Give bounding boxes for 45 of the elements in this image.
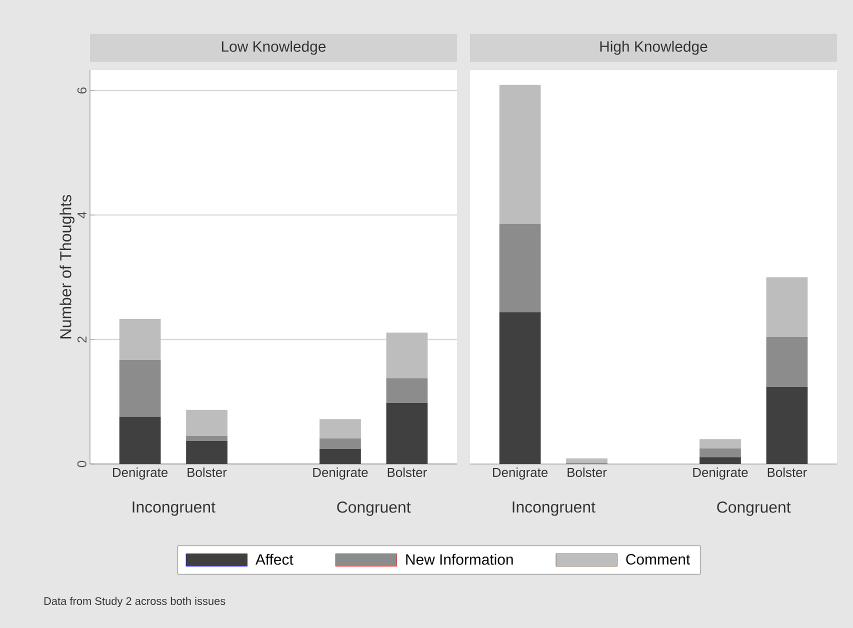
legend-label: Affect: [255, 554, 294, 565]
text: Congruent: [337, 502, 411, 516]
bar: [700, 457, 741, 464]
bar: [320, 449, 361, 464]
x-tick-label: Denigrate: [313, 468, 368, 480]
bar: [186, 436, 228, 441]
chart-title: Low Knowledge: [222, 40, 326, 55]
y-axis-title: Number of Thoughts: [60, 194, 74, 338]
bar: [766, 277, 808, 338]
x-tick-label: Denigrate: [113, 468, 168, 480]
text: Incongruent: [132, 502, 216, 516]
x-tick-label: Denigrate: [493, 468, 548, 480]
bar: [566, 458, 608, 463]
x-tick-label: Bolster: [568, 468, 607, 478]
bar: [119, 416, 161, 464]
bar: [766, 386, 808, 464]
bar: [119, 360, 161, 417]
x-tick-label: Bolster: [768, 468, 807, 478]
x-tick-label: Denigrate: [693, 468, 748, 480]
text: Incongruent: [512, 502, 596, 516]
bar: [320, 438, 361, 450]
legend-label: New Information: [406, 554, 513, 565]
bar: [700, 448, 741, 458]
text: Data from Study 2 across both issues: [44, 596, 226, 608]
bar: [186, 440, 228, 464]
x-tick-label: Bolster: [188, 468, 227, 478]
bar: [386, 378, 428, 403]
text: Congruent: [717, 502, 791, 516]
bar: [499, 224, 541, 312]
bar: [700, 439, 741, 448]
bar: [320, 419, 361, 438]
bar: [499, 84, 541, 224]
legend-label: Comment: [626, 554, 690, 565]
bar: [386, 403, 428, 464]
y-tick-label: 2: [77, 336, 86, 342]
x-tick-label: Bolster: [388, 468, 427, 478]
y-tick-label: 6: [77, 87, 86, 94]
bar: [499, 312, 541, 464]
bar: [186, 410, 228, 436]
bar: [766, 337, 808, 387]
y-tick-label: 4: [78, 212, 86, 218]
bar: [119, 318, 161, 360]
chart-title: High Knowledge: [600, 40, 708, 55]
bar: [386, 332, 428, 378]
y-tick-label: 0: [77, 460, 86, 468]
